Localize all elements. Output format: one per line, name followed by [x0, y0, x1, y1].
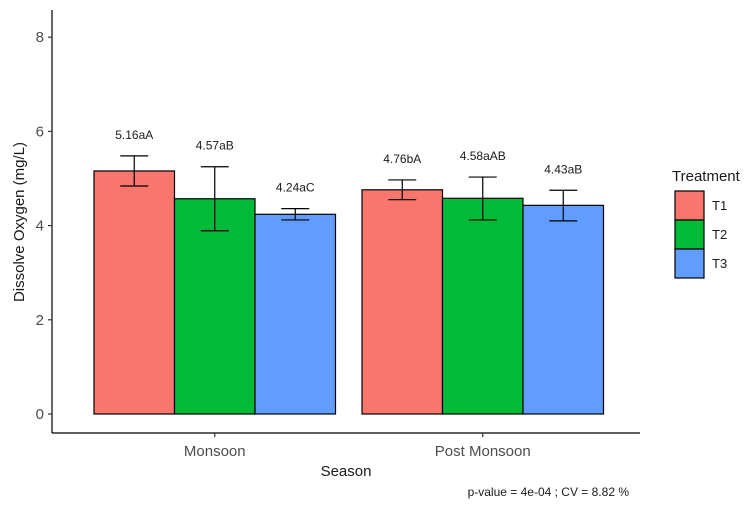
bar-t1-post-monsoon — [361, 189, 444, 415]
error-bar — [388, 179, 417, 201]
legend-key-t1 — [674, 190, 705, 221]
y-tick-label: 8 — [36, 29, 44, 46]
error-bar — [549, 189, 578, 222]
bar-t3-monsoon — [254, 213, 337, 415]
x-tick-label: Monsoon — [184, 443, 246, 460]
bar-t1-monsoon — [93, 170, 176, 415]
y-tick-label: 4 — [36, 218, 44, 235]
legend-label: T1 — [712, 198, 727, 213]
legend-label: T3 — [712, 256, 727, 271]
bar-label: 4.57aB — [196, 139, 234, 153]
legend: Treatment T1 T2 T3 — [672, 168, 741, 279]
x-ticks-layer: Monsoon Post Monsoon — [184, 433, 531, 460]
y-tick-label: 0 — [36, 406, 44, 423]
error-bar — [200, 166, 229, 232]
chart-caption: p-value = 4e-04 ; CV = 8.82 % — [468, 485, 630, 499]
legend-key-t2 — [674, 219, 705, 250]
x-axis-title: Season — [321, 463, 372, 480]
bar-label: 5.16aA — [115, 128, 153, 142]
bar-label: 4.43aB — [544, 162, 582, 176]
bar-label: 4.58aAB — [460, 149, 506, 163]
bar-label: 4.76bA — [383, 152, 421, 166]
y-ticks-layer: 0 2 4 6 8 — [36, 29, 52, 423]
y-axis-title: Dissolve Oxygen (mg/L) — [11, 142, 28, 302]
error-bar — [120, 155, 149, 187]
bar-t2-post-monsoon — [441, 197, 524, 415]
error-bar — [281, 208, 310, 221]
error-bars-layer — [120, 155, 578, 232]
y-tick-label: 6 — [36, 123, 44, 140]
bar-label: 4.24aC — [276, 181, 315, 195]
bar-labels-layer: 5.16aA 4.57aB 4.24aC 4.76bA 4.58aAB 4.43aB — [115, 128, 582, 195]
error-bar — [468, 176, 497, 221]
x-tick-label: Post Monsoon — [435, 443, 531, 460]
legend-title: Treatment — [672, 168, 741, 185]
legend-key-t3 — [674, 248, 705, 279]
bars-layer — [93, 170, 605, 415]
bar-t3-post-monsoon — [522, 204, 605, 415]
y-tick-label: 2 — [36, 312, 44, 329]
legend-label: T2 — [712, 227, 727, 242]
axes-layer — [51, 10, 640, 434]
bar-t2-monsoon — [173, 198, 256, 415]
